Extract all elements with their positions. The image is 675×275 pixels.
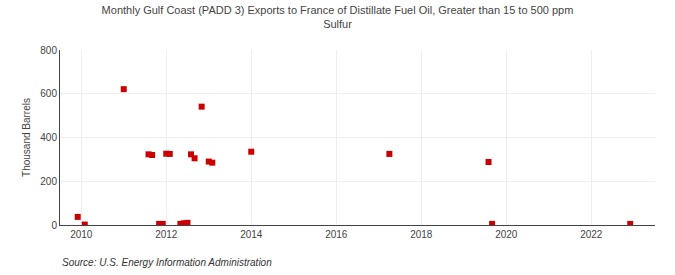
svg-text:2022: 2022 xyxy=(580,229,603,240)
svg-text:Source: U.S. Energy Informatio: Source: U.S. Energy Information Administ… xyxy=(62,257,272,268)
svg-text:800: 800 xyxy=(40,45,57,56)
svg-text:2018: 2018 xyxy=(410,229,433,240)
svg-text:2012: 2012 xyxy=(155,229,178,240)
svg-text:0: 0 xyxy=(51,220,57,231)
svg-text:2010: 2010 xyxy=(70,229,93,240)
svg-text:2020: 2020 xyxy=(495,229,518,240)
svg-text:Monthly Gulf Coast (PADD 3) Ex: Monthly Gulf Coast (PADD 3) Exports to F… xyxy=(102,4,574,30)
svg-text:Thousand Barrels: Thousand Barrels xyxy=(21,98,32,177)
svg-text:200: 200 xyxy=(40,176,57,187)
svg-text:600: 600 xyxy=(40,88,57,99)
svg-text:400: 400 xyxy=(40,132,57,143)
svg-text:2016: 2016 xyxy=(325,229,348,240)
svg-text:2014: 2014 xyxy=(240,229,263,240)
